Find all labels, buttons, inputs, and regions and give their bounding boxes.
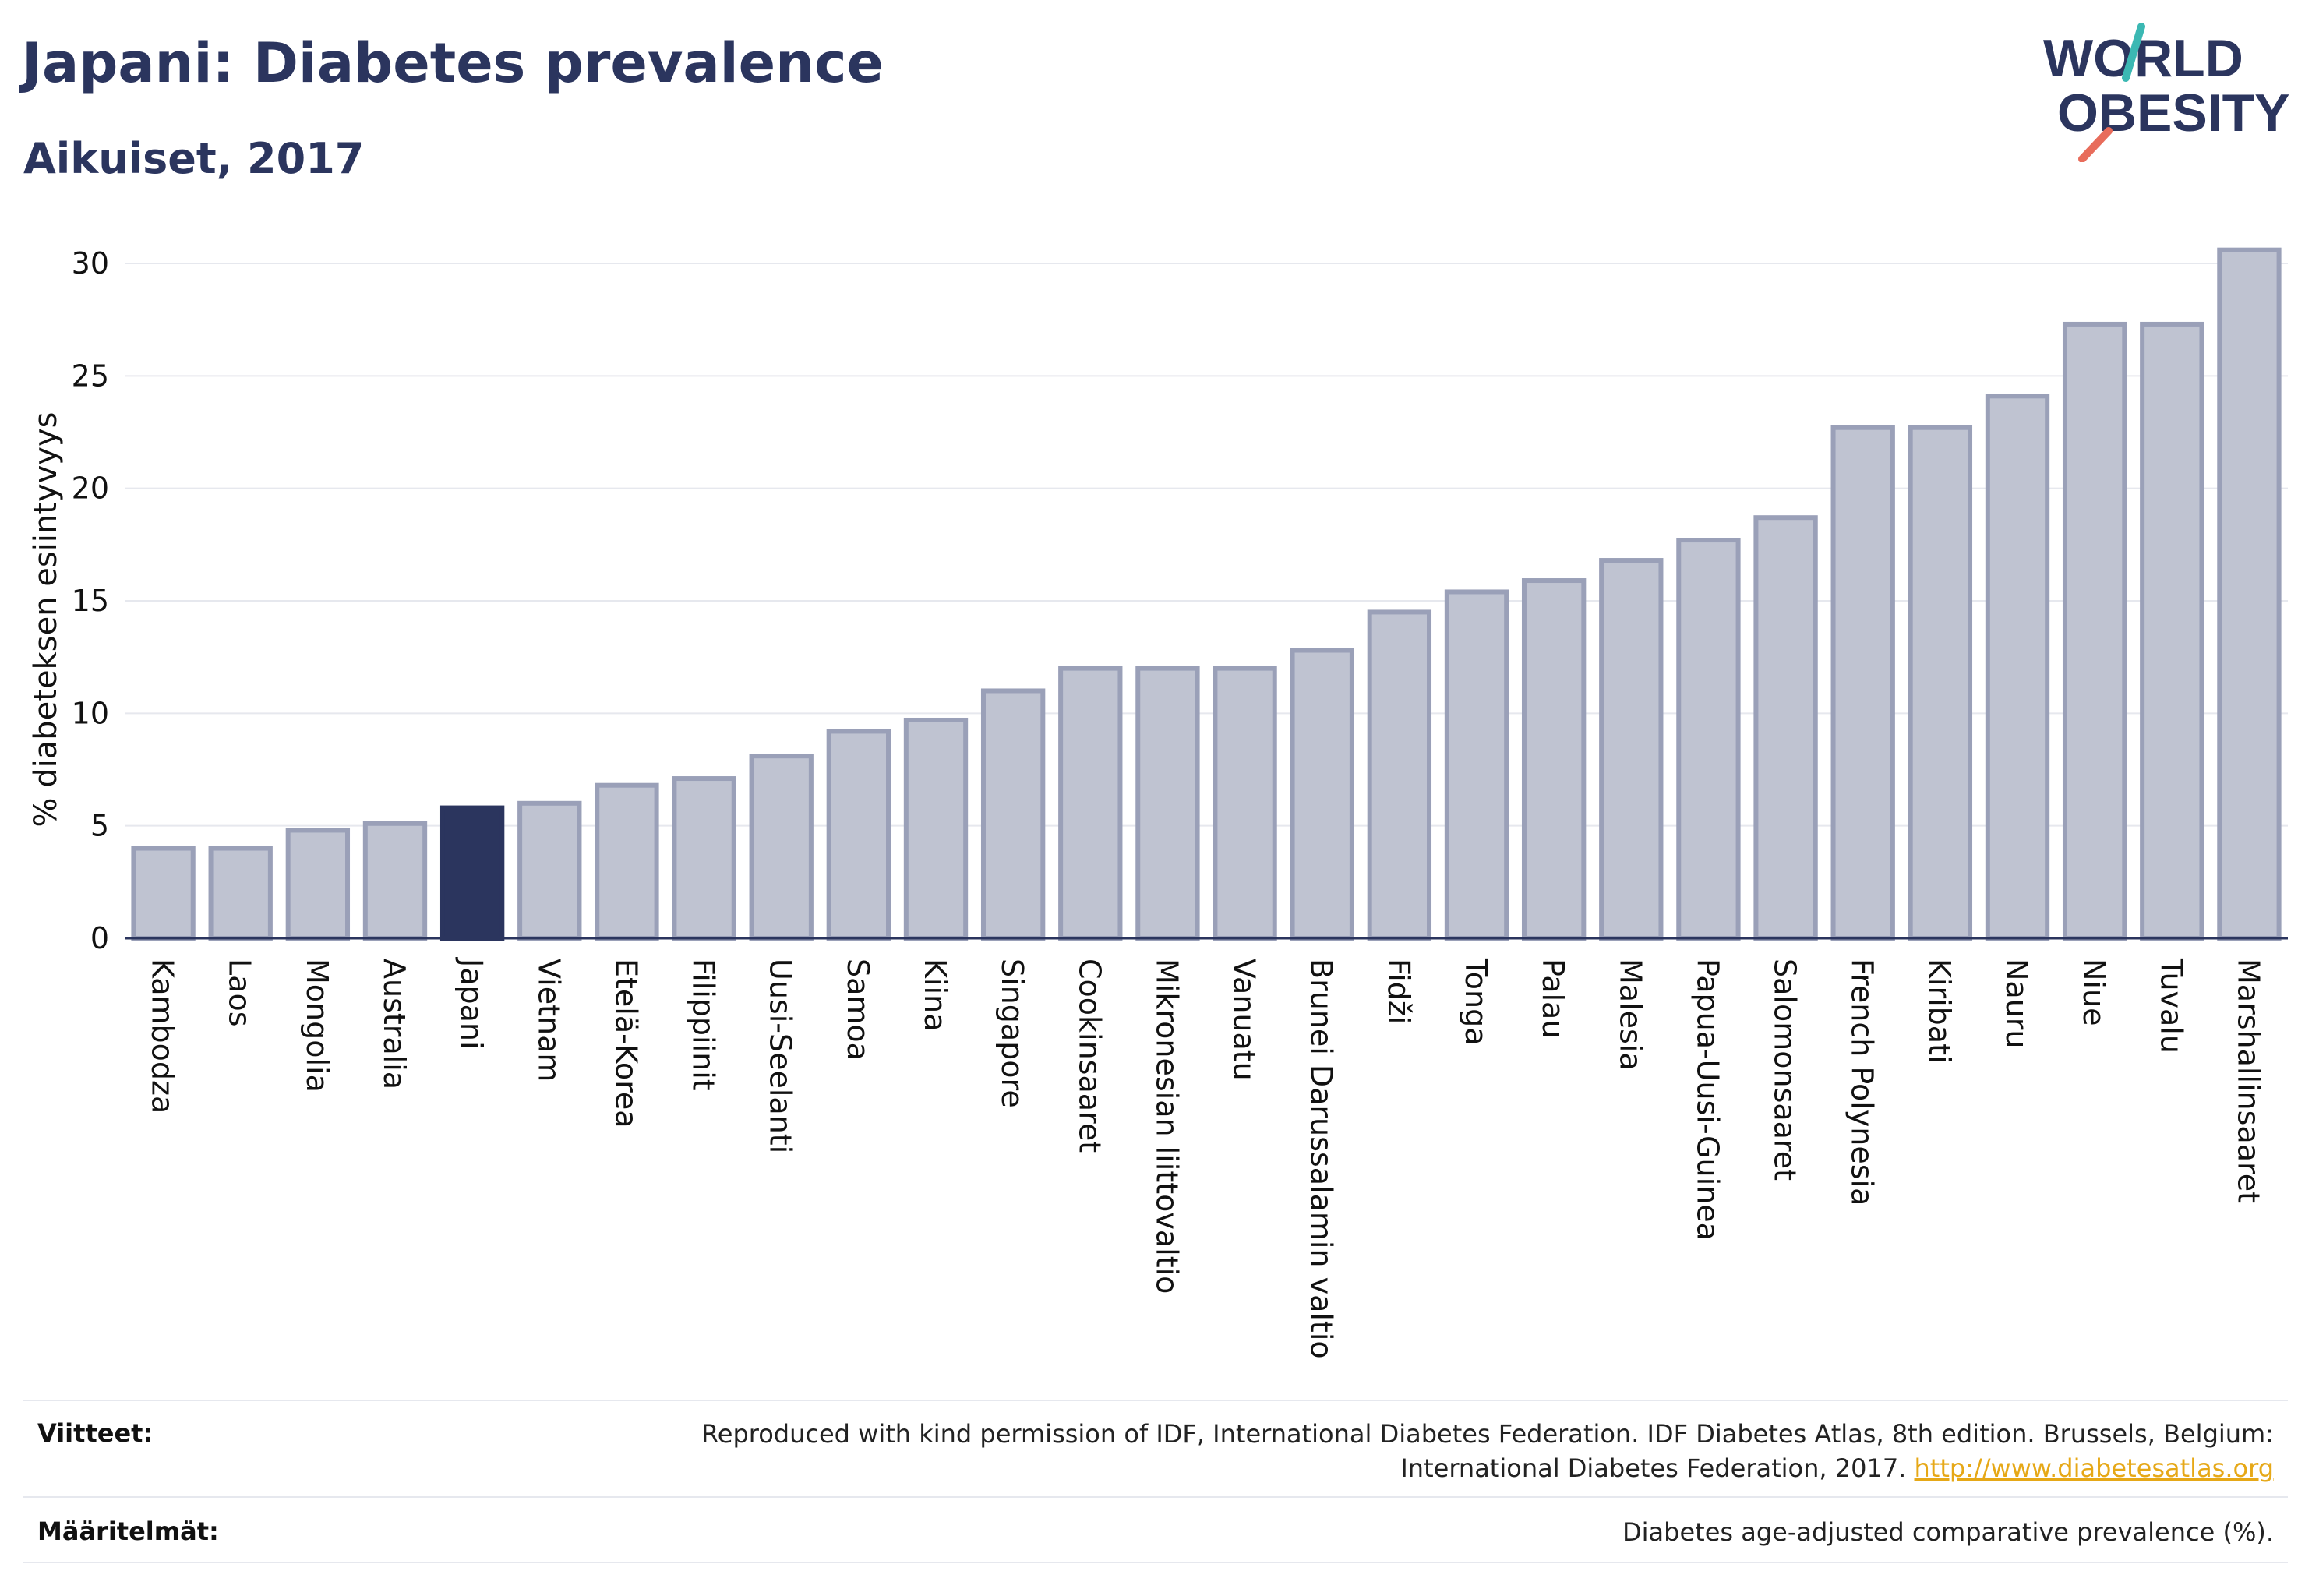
y-tick-label: 0: [90, 921, 109, 955]
bar: [672, 776, 736, 941]
x-tick-label: Kambodza: [146, 959, 180, 1114]
y-tick-label: 5: [90, 809, 109, 843]
logo-word-obesity: OBESITY: [2057, 83, 2290, 143]
footer-sources: Viitteet: Reproduced with kind permissio…: [23, 1417, 2288, 1495]
y-tick-label: 15: [72, 584, 109, 618]
x-tick-label: Singapore: [995, 959, 1029, 1108]
bar: [439, 805, 505, 941]
sources-text-line1: Reproduced with kind permission of IDF, …: [701, 1419, 2274, 1449]
x-tick-label: Mongolia: [300, 959, 334, 1093]
x-tick-label: Papua-Uusi-Guinea: [1690, 959, 1724, 1241]
x-tick-label: Cookinsaaret: [1072, 959, 1107, 1153]
x-tick-label: Etelä-Korea: [609, 959, 643, 1128]
x-tick-label: Filippiinit: [687, 959, 721, 1091]
x-tick-label: Vanuatu: [1227, 959, 1262, 1081]
bar: [1985, 394, 2050, 941]
footer-definitions: Määritelmät: Diabetes age-adjusted compa…: [23, 1515, 2288, 1562]
y-tick-label: 20: [72, 471, 109, 506]
bar-chart: 0 5 10 15 20 25 30 Kambodza Laos Mongolia Austral…: [28, 246, 2288, 1359]
x-tick-label: Brunei Darussalamin valtio: [1304, 959, 1339, 1359]
bar: [980, 688, 1046, 941]
x-tick-label: Australia: [377, 959, 411, 1089]
footer-divider-top: [23, 1400, 2288, 1401]
bar: [1676, 538, 1741, 941]
definitions-label: Määritelmät:: [37, 1517, 219, 1546]
bar: [362, 821, 428, 941]
x-tick-label: Malesia: [1613, 959, 1647, 1071]
bar: [1599, 558, 1664, 941]
x-tick-label: Mikronesian liittovaltio: [1149, 959, 1184, 1294]
bar: [1290, 648, 1354, 941]
logo-word-world: WORLD: [2043, 29, 2243, 88]
x-tick-label: Laos: [223, 959, 257, 1027]
bar: [1367, 609, 1432, 941]
bar: [517, 800, 582, 941]
sources-text-line2: International Diabetes Federation, 2017.: [1400, 1453, 1907, 1483]
bar: [285, 828, 351, 941]
bar: [1135, 666, 1200, 941]
x-tick-label: Tonga: [1459, 958, 1493, 1046]
definitions-text: Diabetes age-adjusted comparative preval…: [1622, 1517, 2274, 1547]
bar: [1213, 666, 1277, 941]
x-tick-label: Salomonsaaret: [1768, 959, 1802, 1181]
x-tick-label: French Polynesia: [1845, 959, 1880, 1206]
bar: [2062, 321, 2127, 941]
bars: [131, 247, 2282, 941]
y-tick-label: 25: [72, 358, 109, 393]
y-tick-label: 10: [72, 696, 109, 730]
bar: [2140, 321, 2204, 941]
bar: [595, 782, 659, 941]
bar: [1058, 666, 1123, 941]
bar: [1908, 425, 1973, 941]
diabetes-atlas-link[interactable]: http://www.diabetesatlas.org: [1914, 1453, 2274, 1483]
x-tick-label: Tuvalu: [2154, 958, 2188, 1054]
bar: [749, 754, 814, 941]
bar: [208, 846, 273, 941]
bar: [1753, 515, 1818, 941]
x-tick-label: Fidži: [1382, 959, 1416, 1024]
x-tick-label: Japani: [454, 957, 489, 1050]
bar: [1444, 589, 1509, 941]
bar: [1521, 578, 1587, 941]
x-tick-label: Uusi-Seelanti: [764, 959, 798, 1153]
bar: [903, 717, 969, 941]
x-tick-label: Nauru: [2000, 959, 2034, 1049]
bar: [826, 729, 891, 941]
x-tick-label: Palau: [1536, 959, 1570, 1038]
x-tick-label: Niue: [2077, 959, 2111, 1026]
world-obesity-logo: WORLD OBESITY: [2043, 23, 2290, 162]
y-tick-label: 30: [72, 246, 109, 281]
bar: [131, 846, 196, 941]
y-axis-label: % diabeteksen esiintyvyys: [28, 412, 64, 828]
chart-subtitle: Aikuiset, 2017: [23, 134, 365, 183]
y-axis-ticks: 0 5 10 15 20 25 30: [72, 246, 109, 955]
footer-divider-middle: [23, 1496, 2288, 1498]
footer-divider-bottom: [23, 1562, 2288, 1563]
x-tick-label: Samoa: [841, 959, 875, 1061]
x-tick-label: Kiina: [918, 959, 952, 1031]
x-axis-ticks: Kambodza Laos Mongolia Australia Japani Vietn…: [146, 957, 2266, 1359]
x-tick-label: Marshallinsaaret: [2231, 959, 2265, 1203]
bar: [1830, 425, 1895, 941]
sources-label: Viitteet:: [37, 1418, 154, 1448]
x-tick-label: Vietnam: [531, 959, 566, 1082]
bar: [2217, 247, 2282, 941]
chart-title: Japani: Diabetes prevalence: [22, 31, 884, 95]
x-tick-label: Kiribati: [1922, 959, 1957, 1064]
